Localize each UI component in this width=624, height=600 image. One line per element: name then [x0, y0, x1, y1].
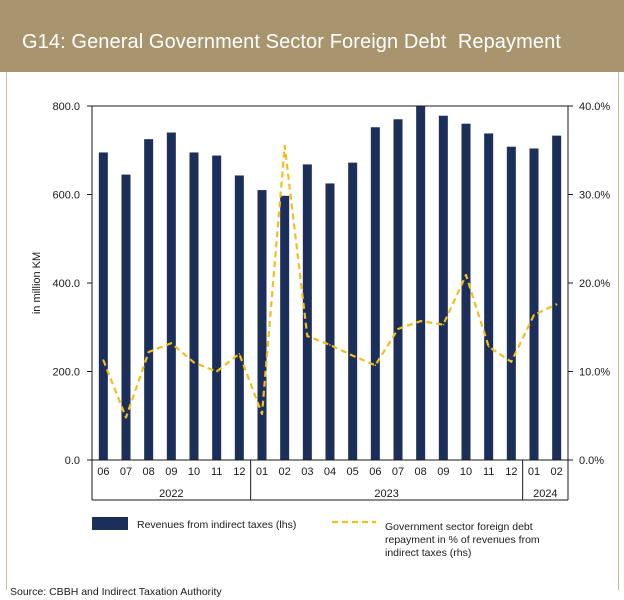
bar [144, 139, 154, 460]
line-point [397, 328, 399, 330]
x-tick-label: 11 [211, 466, 222, 478]
bar [234, 175, 244, 460]
bar [416, 106, 426, 460]
bar [166, 132, 176, 461]
bar [280, 195, 290, 460]
y2-tick-label: 30.0% [579, 190, 610, 202]
bar [257, 190, 267, 460]
y-tick-label: 600.0 [52, 190, 80, 202]
bar [189, 152, 199, 460]
y-tick-label: 800.0 [52, 101, 80, 113]
line-point [487, 345, 490, 348]
y-tick-label: 400.0 [52, 278, 80, 290]
chart-header: G14: General Government Sector Foreign D… [0, 0, 624, 72]
line-point [283, 145, 286, 147]
chart-frame [6, 72, 619, 590]
bar [484, 133, 494, 460]
x-tick-label: 10 [188, 466, 200, 478]
y2-tick-label: 0.0% [579, 455, 604, 467]
line-point [238, 353, 241, 355]
bar [529, 148, 539, 461]
line-point [102, 359, 105, 361]
bar [121, 174, 131, 460]
line-point [419, 320, 422, 322]
bar [370, 127, 380, 461]
x-tick-label: 12 [505, 466, 517, 478]
x-tick-label: 06 [369, 466, 381, 478]
bar [461, 123, 471, 460]
x-tick-label: 04 [324, 466, 336, 478]
line-point [193, 361, 195, 364]
x-tick-label: 07 [392, 466, 404, 478]
y2-tick-label: 20.0% [579, 278, 610, 290]
legend-line-label: Government sector foreign debt [385, 521, 533, 533]
y2-tick-label: 40.0% [579, 101, 610, 113]
line-point [125, 416, 127, 419]
x-tick-label: 01 [528, 466, 540, 478]
x-tick-label: 11 [483, 466, 494, 478]
line-point [351, 354, 354, 357]
y-axis-label: in million KM [31, 252, 43, 314]
legend-bar-swatch [92, 517, 128, 530]
x-tick-label: 01 [256, 466, 268, 478]
source-note: Source: CBBH and Indirect Taxation Autho… [10, 586, 222, 598]
y-tick-label: 200.0 [52, 367, 80, 379]
legend-line-label: repayment in % of revenues from [385, 534, 540, 546]
x-tick-label: 07 [120, 466, 132, 478]
x-tick-label: 02 [551, 466, 563, 478]
chart-title: G14: General Government Sector Foreign D… [22, 31, 561, 53]
bar [212, 155, 222, 460]
line-point [465, 274, 467, 276]
line-point [170, 342, 173, 344]
chart-svg: 0.0 200.0 400.0 600.0 800.0 0.0% 10.0% 20.0% 30.… [31, 101, 610, 559]
x-tick-label: 08 [415, 466, 427, 478]
line-point [374, 364, 377, 367]
line-series [102, 144, 558, 419]
legend-line-label: indirect taxes (rhs) [385, 547, 471, 559]
x-tick-label: 12 [233, 466, 245, 478]
x-tick-label: 05 [347, 466, 359, 478]
line-point [261, 413, 263, 415]
line-point [329, 344, 331, 346]
line-point [442, 323, 445, 326]
x-tick-label: 09 [437, 466, 449, 478]
bar [393, 119, 403, 461]
bar [438, 115, 448, 461]
x-tick-label: 06 [97, 466, 109, 478]
bar [552, 135, 562, 460]
line-point [215, 370, 218, 373]
bar [348, 162, 358, 460]
bar [506, 146, 516, 460]
y-tick-label: 0.0 [65, 455, 80, 467]
year-label: 2024 [533, 488, 557, 500]
x-tick-label: 03 [301, 466, 313, 478]
legend-bar-label: Revenues from indirect taxes (lhs) [137, 519, 296, 531]
x-tick-label: 09 [165, 466, 177, 478]
line-point [147, 351, 150, 353]
line-point [510, 360, 513, 363]
x-tick-label: 10 [460, 466, 472, 478]
bar [302, 164, 312, 460]
year-label: 2023 [374, 488, 398, 500]
x-tick-label: 02 [279, 466, 291, 478]
line-point [306, 335, 309, 337]
line-point [555, 303, 558, 306]
year-label: 2022 [159, 488, 183, 500]
bar [98, 152, 108, 460]
bar [325, 183, 335, 460]
y2-tick-label: 10.0% [579, 367, 610, 379]
line-point [533, 314, 535, 316]
x-tick-label: 08 [143, 466, 155, 478]
